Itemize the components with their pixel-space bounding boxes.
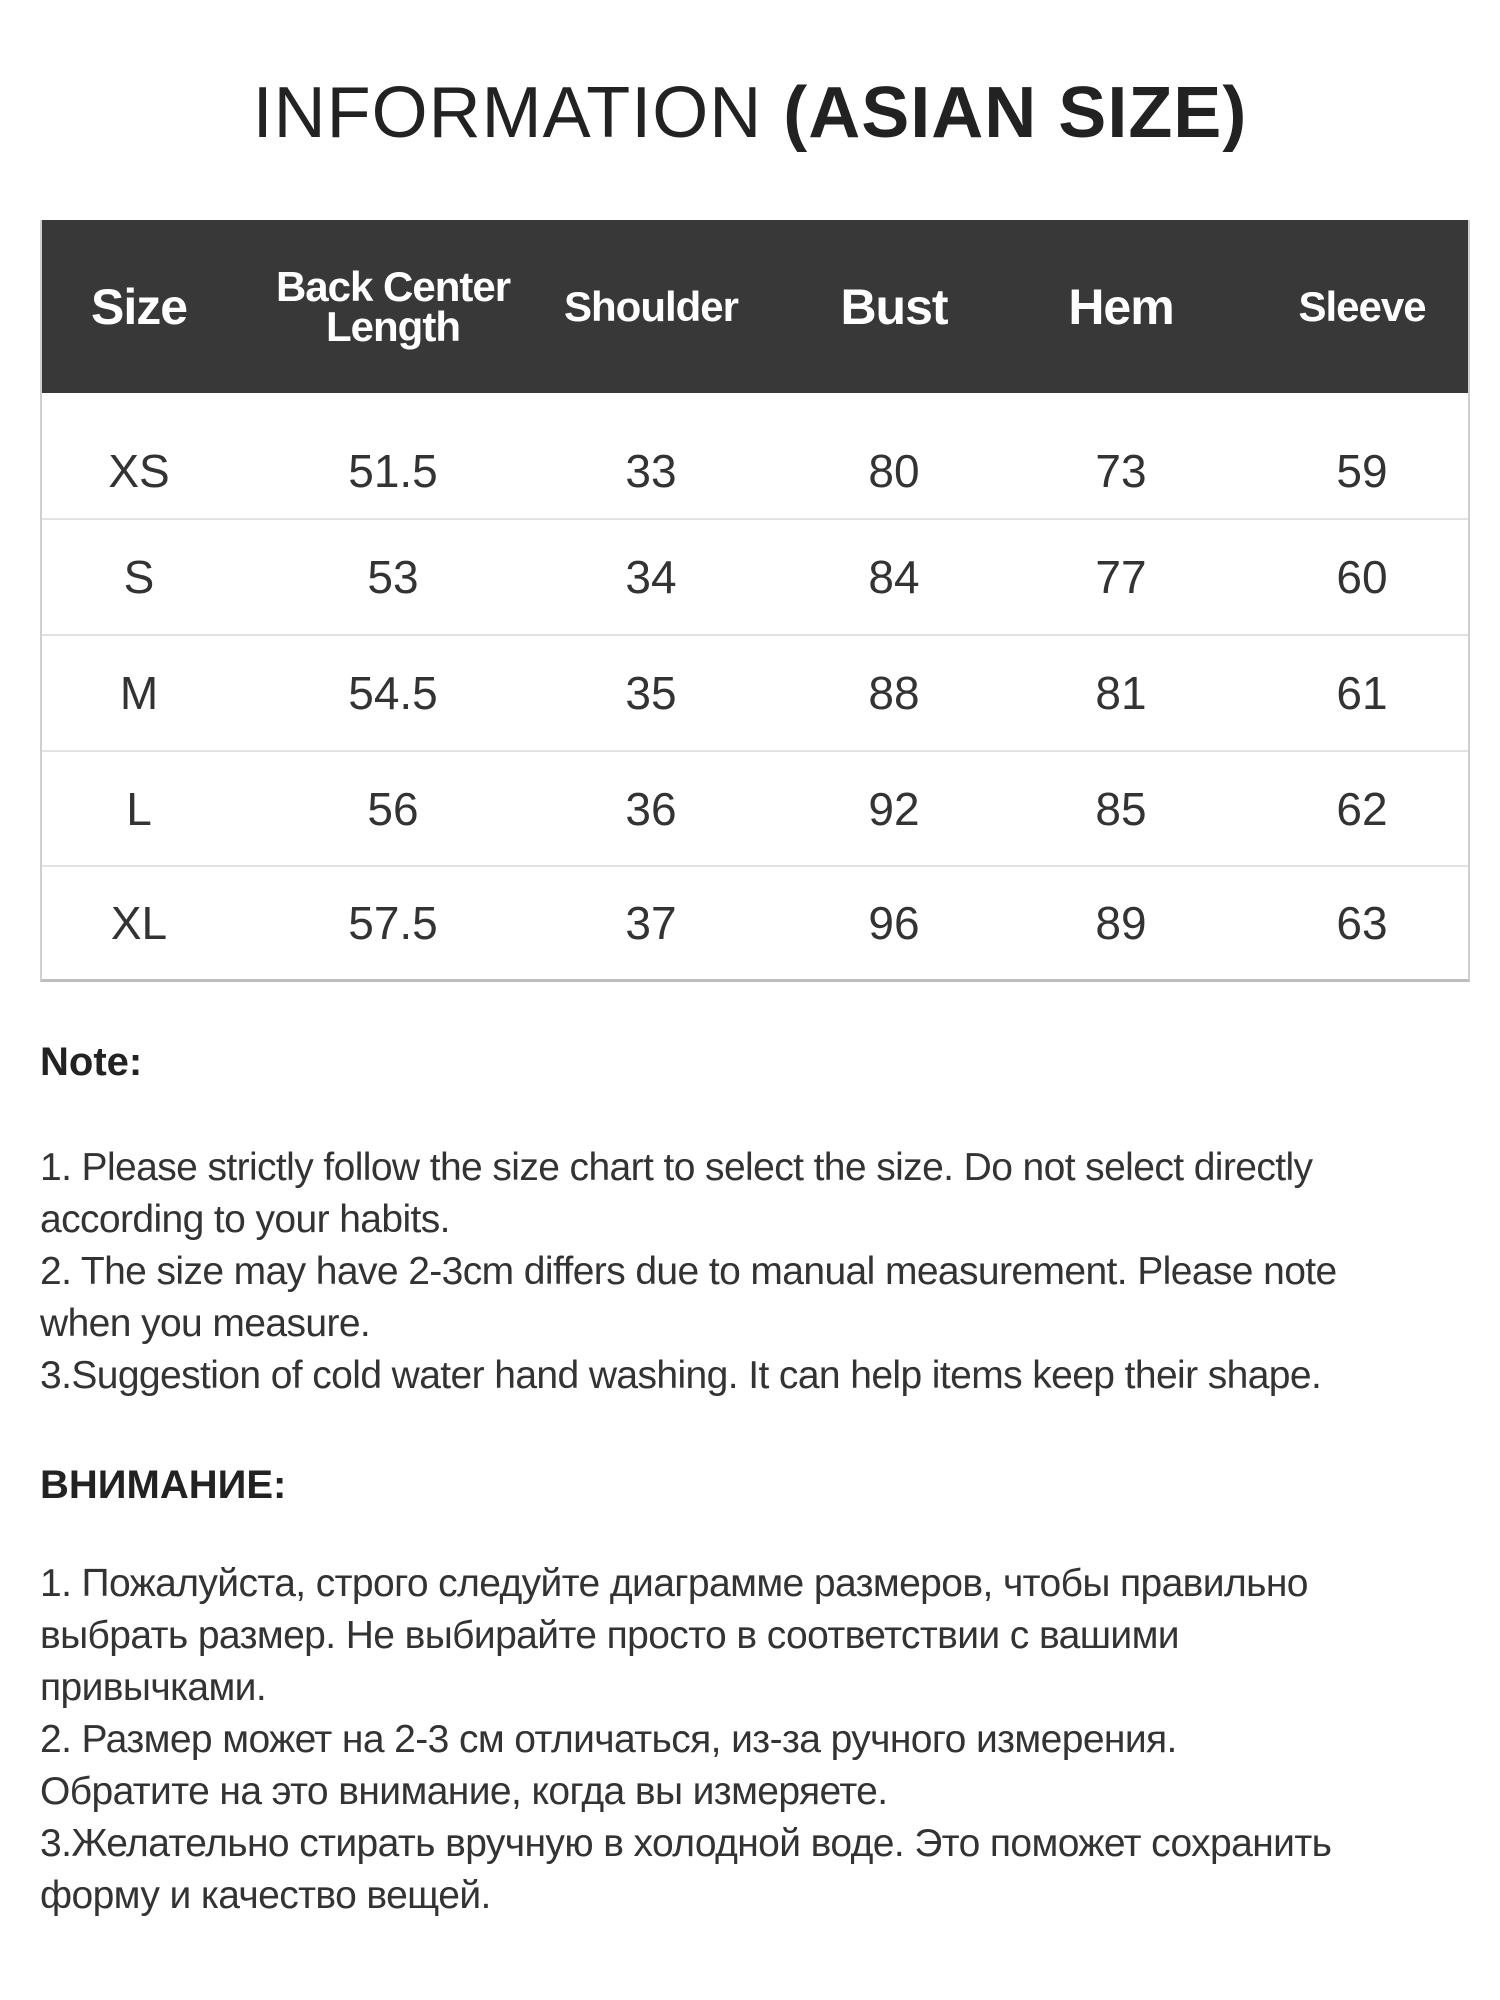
header-back-center-length: Back Center Length	[275, 220, 511, 393]
cell-sleeve: 60	[1336, 551, 1388, 603]
cell-back-center-length: 53	[367, 551, 419, 603]
header-shoulder: Shoulder	[563, 282, 739, 330]
cell-hem: 77	[1095, 551, 1147, 603]
attention-title: ВНИМАНИЕ:	[40, 1463, 287, 1507]
note-text: 1. Please strictly follow the size chart…	[40, 1142, 1480, 1402]
cell-shoulder: 35	[625, 667, 677, 719]
cell-hem: 85	[1095, 782, 1147, 835]
attention-line: Обратите на это внимание, когда вы измер…	[40, 1770, 888, 1813]
title-light: INFORMATION	[252, 73, 784, 153]
table-row: L 56 36 92 85 62	[42, 752, 1468, 867]
cell-sleeve: 59	[1336, 444, 1388, 497]
cell-bust: 84	[868, 551, 920, 603]
cell-hem: 73	[1095, 444, 1147, 497]
table-header: Size Back Center Length Shoulder Bust He…	[42, 220, 1468, 393]
attention-text: 1. Пожалуйста, строго следуйте диаграмме…	[40, 1558, 1480, 1922]
note-line: when you measure.	[40, 1302, 371, 1345]
cell-sleeve: 62	[1336, 782, 1388, 835]
header-back-center-line2: Length	[326, 302, 461, 350]
cell-bust: 92	[868, 782, 920, 835]
cell-shoulder: 36	[625, 782, 677, 835]
cell-sleeve: 61	[1336, 667, 1388, 719]
cell-hem: 89	[1095, 897, 1147, 949]
note-line: 2. The size may have 2-3cm differs due t…	[40, 1250, 1337, 1293]
table-row: M 54.5 35 88 81 61	[42, 636, 1468, 752]
size-table: Size Back Center Length Shoulder Bust He…	[40, 220, 1470, 982]
table-body: XS 51.5 33 80 73 59 S 53 34 84 77 60 M 54.5 35 88 81 61 L 5…	[42, 393, 1468, 979]
cell-size: XS	[108, 444, 170, 497]
note-title: Note:	[40, 1040, 143, 1084]
note-line: according to your habits.	[40, 1198, 451, 1241]
cell-size: S	[123, 551, 155, 603]
attention-line: 2. Размер может на 2-3 см отличаться, из…	[40, 1718, 1177, 1761]
header-size: Size	[90, 278, 188, 335]
attention-line: 1. Пожалуйста, строго следуйте диаграмме…	[40, 1562, 1309, 1605]
attention-line: 3.Желательно стирать вручную в холодной …	[40, 1822, 1332, 1865]
cell-size: XL	[110, 897, 168, 949]
title-bold: (ASIAN SIZE)	[783, 73, 1248, 153]
attention-line: форму и качество вещей.	[40, 1874, 491, 1917]
header-sleeve: Sleeve	[1298, 282, 1426, 330]
cell-shoulder: 33	[625, 444, 677, 497]
attention-line: привычками.	[40, 1666, 267, 1709]
page-title: INFORMATION (ASIAN SIZE)	[0, 72, 1500, 154]
table-row: S 53 34 84 77 60	[42, 520, 1468, 636]
cell-bust: 80	[868, 444, 920, 497]
cell-bust: 88	[868, 667, 920, 719]
cell-back-center-length: 54.5	[348, 667, 438, 719]
cell-shoulder: 34	[625, 551, 677, 603]
note-line: 3.Suggestion of cold water hand washing.…	[40, 1354, 1322, 1397]
note-line: 1. Please strictly follow the size chart…	[40, 1146, 1313, 1189]
header-bust: Bust	[840, 278, 948, 335]
cell-back-center-length: 56	[367, 782, 419, 835]
cell-sleeve: 63	[1336, 897, 1388, 949]
cell-hem: 81	[1095, 667, 1147, 719]
cell-shoulder: 37	[625, 897, 677, 949]
header-hem: Hem	[1068, 278, 1174, 335]
table-row: XL 57.5 37 96 89 63	[42, 867, 1468, 979]
table-row: XS 51.5 33 80 73 59	[42, 393, 1468, 520]
cell-size: M	[119, 667, 159, 719]
cell-bust: 96	[868, 897, 920, 949]
cell-size: L	[126, 782, 152, 835]
header-back-center-line1: Back Center	[275, 262, 511, 310]
cell-back-center-length: 51.5	[348, 444, 438, 497]
cell-back-center-length: 57.5	[348, 897, 438, 949]
attention-line: выбрать размер. Не выбирайте просто в со…	[40, 1614, 1180, 1657]
